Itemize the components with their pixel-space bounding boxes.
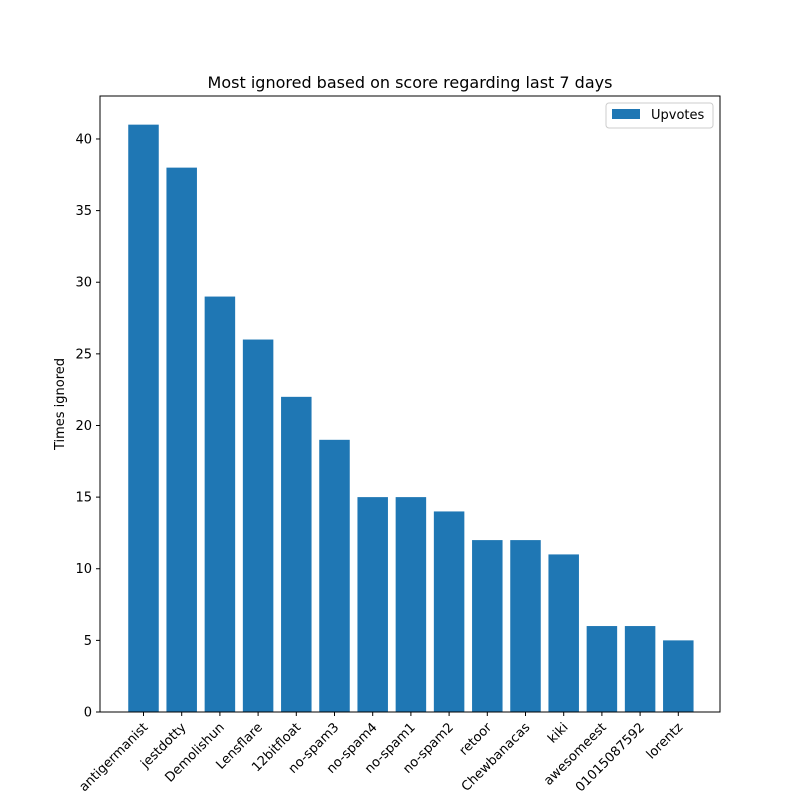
bar [242, 339, 274, 712]
x-tick-label: 01015087592 [573, 720, 648, 795]
bar [166, 167, 197, 712]
bar [472, 540, 503, 712]
bar [586, 626, 618, 712]
bar [663, 640, 694, 712]
bars-group [128, 124, 694, 712]
legend-label: Upvotes [651, 108, 705, 123]
bar [433, 511, 465, 712]
y-tick-label: 35 [75, 204, 92, 219]
bar [281, 396, 312, 712]
y-tick-label: 5 [84, 634, 92, 649]
bar [624, 626, 656, 712]
x-tick-label: antigermanist [77, 720, 152, 795]
bar [357, 497, 388, 712]
y-axis-label: Times ignored [53, 358, 68, 451]
plot-frame [99, 95, 721, 713]
bar [319, 439, 350, 712]
y-tick-label: 0 [84, 706, 92, 721]
legend-swatch [612, 109, 640, 119]
y-tick-label: 15 [75, 491, 92, 506]
y-tick-label: 25 [75, 347, 92, 362]
chart-title: Most ignored based on score regarding la… [208, 73, 613, 92]
bar [395, 497, 427, 712]
bar [204, 296, 236, 712]
x-tick-label: lorentz [644, 720, 686, 762]
y-tick-label: 10 [75, 562, 92, 577]
legend: Upvotes [605, 102, 714, 129]
bar [128, 124, 159, 712]
bar [548, 554, 579, 712]
y-axis-ticks: 0 5 10 15 20 25 30 35 40 [75, 132, 100, 721]
y-tick-label: 30 [75, 276, 92, 291]
y-tick-label: 20 [75, 419, 92, 434]
x-tick-label: Chewbanacas [459, 720, 534, 795]
x-tick-label: kiki [545, 720, 571, 746]
x-axis-ticks: antigermanistjestdottyDemolishunLensflar… [77, 712, 686, 795]
bar [510, 540, 541, 712]
y-tick-label: 40 [75, 132, 92, 147]
